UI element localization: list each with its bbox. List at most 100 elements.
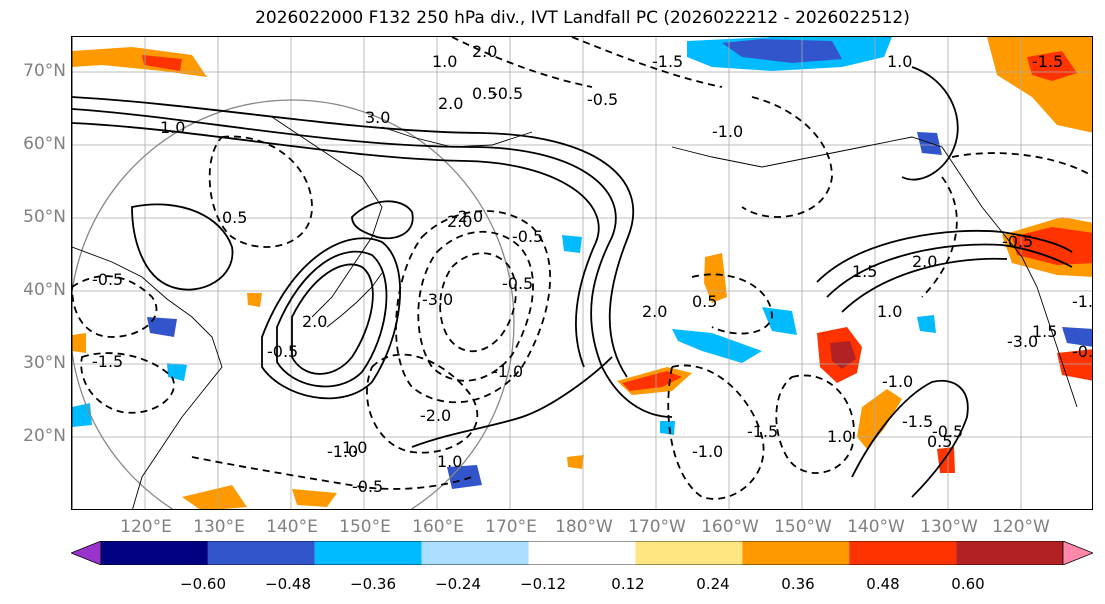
colorbar-cell: [421, 541, 529, 565]
contour-label: 1.0: [827, 427, 852, 446]
contour-label: 0.5: [472, 84, 497, 103]
contour-label: 1.0: [437, 452, 462, 471]
contour-label: 2.0: [912, 252, 937, 271]
lat-label-60n: 60°N: [23, 134, 66, 154]
map-frame: 2.0 1.0 -1.5 0.5 -0.5 -0.5 3.0 2.0 1.0 1…: [71, 36, 1093, 510]
lon-label-140w: 140°W: [847, 517, 905, 537]
contour-label: -1.0: [492, 362, 523, 381]
contour-label: -1.0: [692, 442, 723, 461]
colorbar-tick: 0.12: [611, 575, 645, 593]
contour-label: 3.0: [365, 108, 390, 127]
shade-negative: [917, 132, 942, 155]
contour-label: 0.5: [692, 292, 717, 311]
contour-label: -1.0: [882, 372, 913, 391]
colorbar-cell: [956, 541, 1063, 565]
contour-label: 2.0: [302, 312, 327, 331]
shade-positive: [182, 485, 247, 509]
lon-label-120w: 120°W: [992, 517, 1050, 537]
contour-label: -1.5: [652, 52, 683, 71]
lat-label-20n: 20°N: [23, 426, 66, 446]
contour-label: 0.5: [222, 208, 247, 227]
lon-label-180w: 180°W: [555, 517, 613, 537]
contour-label: -1.5: [1032, 52, 1063, 71]
map-canvas: 2.0 1.0 -1.5 0.5 -0.5 -0.5 3.0 2.0 1.0 1…: [72, 37, 1093, 509]
shade-positive: [567, 455, 584, 469]
shade-negative: [562, 235, 582, 253]
contour-label: 0.5: [927, 432, 952, 451]
lon-label-130w: 130°W: [920, 517, 978, 537]
colorbar-extend-low: [71, 541, 102, 565]
shade-negative: [72, 403, 92, 427]
contour-label: 2.0: [642, 302, 667, 321]
colorbar-cells: [71, 541, 1093, 565]
contour-label: -1.5: [747, 422, 778, 441]
contour-label: 2.0: [447, 212, 472, 231]
contour-label: -1.5: [902, 412, 933, 431]
colorbar-tick: −0.36: [350, 575, 396, 593]
colorbar-tick: −0.24: [435, 575, 481, 593]
colorbar-tick: 0.36: [781, 575, 815, 593]
colorbar-cell: [314, 541, 422, 565]
contour-label: 2.0: [438, 94, 463, 113]
contour-label: 1.0: [160, 118, 185, 137]
landfall-region-circle: [72, 99, 515, 509]
shade-negative: [722, 39, 842, 63]
shade-positive: [142, 55, 182, 71]
shade-negative: [1062, 327, 1092, 347]
colorbar-cell: [207, 541, 315, 565]
colorbar-cell: [635, 541, 743, 565]
colorbar-tick: 0.60: [951, 575, 985, 593]
contour-label: -0.5: [352, 477, 383, 496]
shade-positive: [830, 341, 856, 369]
contour-label: -0.5: [92, 270, 123, 289]
contour-label: -0.5: [502, 274, 533, 293]
shade-positive: [1027, 51, 1077, 81]
contour-labels: 2.0 1.0 -1.5 0.5 -0.5 -0.5 3.0 2.0 1.0 1…: [92, 42, 1093, 496]
lat-label-50n: 50°N: [23, 207, 66, 227]
lon-label-120e: 120°E: [120, 517, 172, 537]
shade-positive: [857, 389, 902, 449]
contour-label: 2.0: [472, 42, 497, 61]
contour-label: -0.5: [267, 342, 298, 361]
shade-positive: [937, 447, 955, 473]
shade-positive: [704, 253, 727, 303]
contour-label: -0.5: [512, 227, 543, 246]
colorbar: [71, 541, 1093, 565]
shade-positive: [72, 333, 86, 353]
colorbar-tick: 0.48: [866, 575, 900, 593]
lon-label-130e: 130°E: [193, 517, 245, 537]
contour-label: -1.0: [327, 442, 358, 461]
colorbar-tick: −0.60: [180, 575, 226, 593]
lon-label-170w: 170°W: [628, 517, 686, 537]
contour-label: -2.0: [452, 207, 483, 226]
lat-label-40n: 40°N: [23, 280, 66, 300]
colorbar-cell: [528, 541, 636, 565]
contour-label: -3.0: [422, 290, 453, 309]
colorbar-tick: −0.48: [265, 575, 311, 593]
shade-positive: [292, 489, 337, 507]
map-title: 2026022000 F132 250 hPa div., IVT Landfa…: [255, 8, 910, 28]
colorbar-cell: [101, 541, 208, 565]
lon-label-160e: 160°E: [412, 517, 464, 537]
shade-negative: [672, 329, 762, 363]
lat-label-30n: 30°N: [23, 353, 66, 373]
shade-negative: [660, 421, 675, 435]
shade-negative: [762, 307, 797, 335]
contour-label: 1.0: [342, 438, 367, 457]
shade-negative: [147, 317, 177, 337]
shade-positive: [72, 47, 207, 77]
contour-label: 1.0: [432, 52, 457, 71]
contour-label: -0.5: [1072, 342, 1093, 361]
contour-label: 1.0: [877, 302, 902, 321]
colorbar-tick: −0.12: [520, 575, 566, 593]
contour-label: -0.5: [587, 90, 618, 109]
shade-negative: [167, 363, 187, 381]
contour-label: 1.5: [1032, 322, 1057, 341]
contour-label: -0.5: [932, 422, 963, 441]
ivt-negative-contours: [72, 37, 1092, 500]
shade-positive: [622, 371, 682, 391]
lat-label-70n: 70°N: [23, 61, 66, 81]
lon-label-140e: 140°E: [266, 517, 318, 537]
colorbar-cell: [849, 541, 957, 565]
contour-label: 1.5: [852, 262, 877, 281]
